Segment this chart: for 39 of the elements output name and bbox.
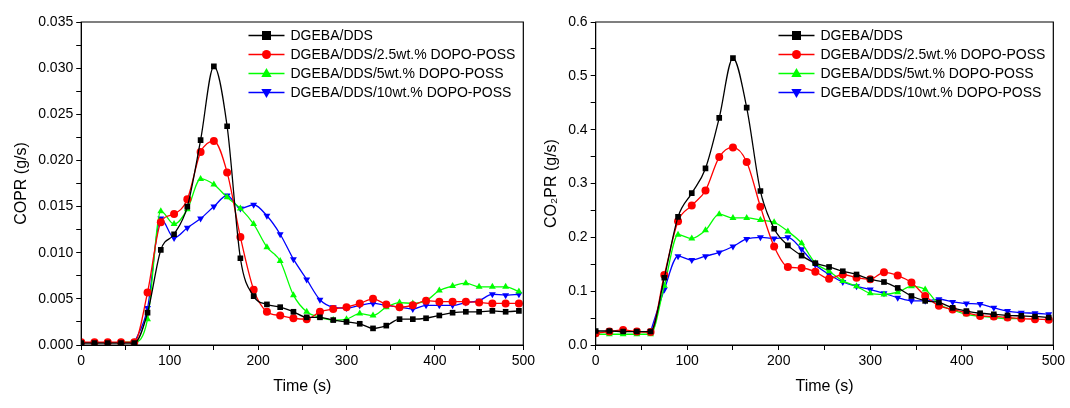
y-tick-label: 0.4: [568, 120, 588, 137]
y-tick-label: 0.015: [38, 197, 74, 214]
y-tick-label: 0.010: [38, 243, 74, 260]
y-tick-label: 0.1: [568, 282, 588, 299]
x-tick-label: 0: [591, 352, 600, 369]
x-tick-label: 400: [423, 352, 447, 369]
x-tick-label: 200: [246, 352, 270, 369]
legend-label: DGEBA/DDS/5wt.% DOPO-POSS: [290, 65, 504, 82]
legend-label: DGEBA/DDS: [290, 27, 373, 44]
y-axis-title: COPR (g/s): [12, 142, 30, 225]
x-axis-title: Time (s): [273, 376, 332, 394]
y-tick-label: 0.005: [38, 289, 74, 306]
x-tick-label: 300: [858, 352, 883, 369]
legend-label: DGEBA/DDS/5wt.% DOPO-POSS: [820, 65, 1034, 82]
x-axis-title: Time (s): [795, 376, 854, 394]
y-axis-title: CO₂PR (g/s): [542, 139, 560, 228]
x-tick-label: 300: [334, 352, 359, 369]
y-tick-label: 0.2: [568, 228, 588, 245]
legend-label: DGEBA/DDS/10wt.% DOPO-POSS: [820, 84, 1042, 101]
legend-label: DGEBA/DDS/2.5wt.% DOPO-POSS: [290, 46, 516, 63]
y-tick-label: 0.035: [38, 12, 74, 29]
x-tick-label: 500: [511, 352, 536, 369]
y-tick-label: 0.6: [568, 12, 588, 29]
x-tick-label: 100: [675, 352, 700, 369]
x-tick-label: 400: [950, 352, 974, 369]
legend-label: DGEBA/DDS: [820, 27, 903, 44]
x-tick-label: 500: [1041, 352, 1066, 369]
y-tick-label: 0.025: [38, 105, 74, 122]
y-tick-label: 0.020: [38, 151, 74, 168]
legend-label: DGEBA/DDS/10wt.% DOPO-POSS: [290, 84, 512, 101]
y-tick-label: 0.0: [568, 335, 588, 352]
x-tick-label: 0: [77, 352, 86, 369]
x-tick-label: 100: [157, 352, 182, 369]
y-tick-label: 0.3: [568, 174, 588, 191]
legend-label: DGEBA/DDS/2.5wt.% DOPO-POSS: [820, 46, 1046, 63]
y-tick-label: 0.030: [38, 59, 74, 75]
x-tick-label: 200: [767, 352, 791, 369]
y-tick-label: 0.5: [568, 66, 588, 83]
y-tick-label: 0.000: [38, 335, 74, 352]
